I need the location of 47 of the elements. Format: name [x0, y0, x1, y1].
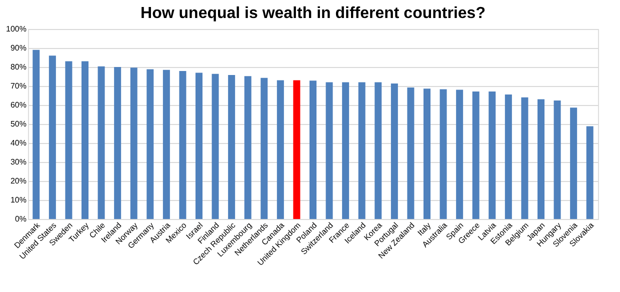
- bar: [374, 82, 382, 219]
- y-tick-label: 10%: [10, 196, 26, 204]
- bar: [244, 76, 252, 219]
- bar: [276, 80, 284, 219]
- bar: [504, 94, 512, 219]
- y-tick-label: 30%: [10, 158, 26, 166]
- bar: [293, 80, 300, 219]
- bar: [521, 97, 528, 219]
- bar: [586, 126, 594, 219]
- bar: [146, 69, 154, 219]
- bar: [554, 100, 561, 219]
- bar: [162, 70, 170, 219]
- bar: [212, 74, 219, 219]
- bar: [48, 56, 56, 219]
- bar: [456, 90, 464, 219]
- y-tick-label: 0%: [14, 214, 26, 224]
- bar: [424, 88, 430, 219]
- y-tick-label: 60%: [10, 100, 26, 110]
- bar: [98, 66, 105, 219]
- bar: [570, 108, 578, 219]
- bar: [32, 50, 40, 219]
- bar: [358, 82, 366, 219]
- y-tick-label: 40%: [10, 138, 26, 148]
- bar: [228, 74, 236, 219]
- y-tick-label: 20%: [10, 176, 26, 186]
- y-tick-label: 70%: [10, 82, 26, 90]
- bar: [179, 70, 186, 219]
- y-tick-label: 50%: [10, 120, 26, 128]
- bar: [472, 92, 480, 219]
- bar: [342, 82, 350, 219]
- bar: [114, 67, 122, 219]
- y-tick-label: 90%: [10, 44, 26, 52]
- chart-title: How unequal is wealth in different countries?: [140, 5, 486, 22]
- bar: [260, 78, 268, 219]
- bar: [440, 89, 447, 219]
- bar: [130, 68, 138, 219]
- bar: [196, 72, 202, 219]
- bar: [65, 61, 72, 219]
- bar: [538, 99, 544, 219]
- y-tick-label: 100%: [6, 24, 26, 34]
- bar: [82, 61, 88, 219]
- y-tick-label: 80%: [10, 62, 26, 72]
- bar: [488, 92, 496, 219]
- bar: [326, 82, 333, 219]
- bar: [390, 84, 398, 219]
- bar: [407, 88, 414, 219]
- bar: [310, 80, 316, 219]
